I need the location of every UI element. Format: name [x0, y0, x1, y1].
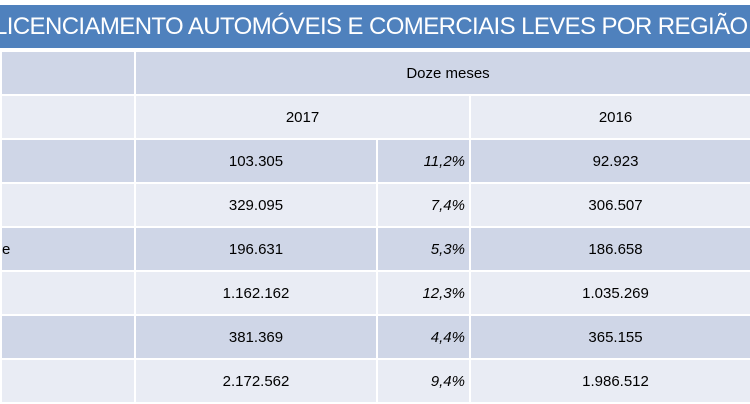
header-year-2017: 2017 [134, 94, 471, 140]
table-row: 329.095 7,4% 306.507 [0, 182, 750, 228]
growth-percent: 11,2% [376, 138, 471, 184]
growth-percent: 5,3% [376, 226, 471, 272]
value-2016: 1.986.512 [468, 358, 750, 404]
growth-percent: 4,4% [376, 314, 471, 360]
growth-percent: 9,4% [376, 358, 471, 404]
header-row-years: 2017 2016 [0, 94, 750, 140]
value-2017: 329.095 [134, 182, 378, 228]
table-row: 103.305 11,2% 92.923 [0, 138, 750, 184]
value-2016: 365.155 [468, 314, 750, 360]
growth-percent: 12,3% [376, 270, 471, 316]
region-label: e [0, 226, 136, 272]
table-row: 1.162.162 12,3% 1.035.269 [0, 270, 750, 316]
region-label [0, 182, 136, 228]
region-label [0, 270, 136, 316]
value-2016: 186.658 [468, 226, 750, 272]
region-label [0, 314, 136, 360]
header-year-2016: 2016 [468, 94, 750, 140]
table-row: 2.172.562 9,4% 1.986.512 [0, 358, 750, 404]
value-2016: 92.923 [468, 138, 750, 184]
value-2017: 381.369 [134, 314, 378, 360]
licensing-table: Doze meses 2017 2016 103.305 11,2% 92.923 3… [0, 50, 750, 404]
header-row-period: Doze meses [0, 50, 750, 96]
value-2017: 196.631 [134, 226, 378, 272]
header-empty [0, 50, 136, 96]
value-2017: 2.172.562 [134, 358, 378, 404]
region-label [0, 138, 136, 184]
header-period: Doze meses [133, 50, 750, 96]
header-empty [0, 94, 136, 140]
value-2017: 103.305 [134, 138, 378, 184]
table-row: 381.369 4,4% 365.155 [0, 314, 750, 360]
table-row: e 196.631 5,3% 186.658 [0, 226, 750, 272]
growth-percent: 7,4% [376, 182, 471, 228]
value-2017: 1.162.162 [134, 270, 378, 316]
region-label [0, 358, 136, 404]
value-2016: 306.507 [468, 182, 750, 228]
value-2016: 1.035.269 [468, 270, 750, 316]
table-title: LICENCIAMENTO AUTOMÓVEIS E COMERCIAIS LE… [0, 5, 750, 48]
